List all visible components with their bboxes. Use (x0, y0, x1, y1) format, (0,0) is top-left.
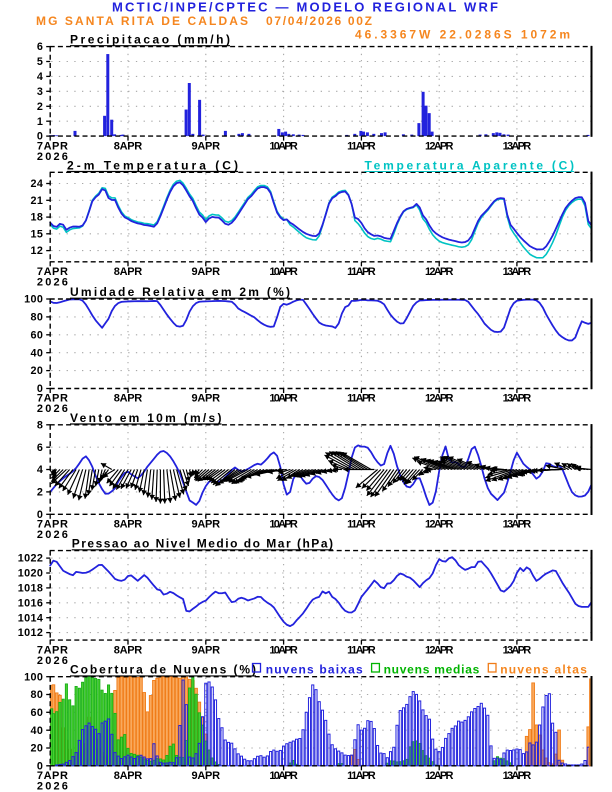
svg-text:10APR: 10APR (269, 393, 298, 405)
svg-text:8APR: 8APR (114, 140, 143, 152)
svg-text:6: 6 (37, 41, 43, 53)
svg-text:9APR: 9APR (192, 393, 221, 405)
svg-text:80: 80 (30, 689, 43, 701)
svg-text:nuvens baixas: nuvens baixas (266, 663, 363, 677)
svg-text:60: 60 (30, 707, 43, 719)
svg-text:2-m Temperatura (C): 2-m Temperatura (C) (67, 158, 238, 172)
svg-text:11APR: 11APR (347, 393, 376, 405)
svg-text:10APR: 10APR (269, 644, 298, 656)
svg-text:8APR: 8APR (114, 393, 143, 405)
svg-text:2: 2 (37, 487, 43, 499)
svg-text:13APR: 13APR (503, 770, 532, 782)
svg-text:20: 20 (30, 365, 43, 377)
svg-text:21: 21 (30, 195, 43, 207)
svg-text:1012: 1012 (18, 627, 43, 639)
svg-text:0: 0 (37, 509, 43, 521)
svg-text:10APR: 10APR (269, 770, 298, 782)
svg-text:7APR: 7APR (37, 140, 68, 152)
svg-text:10APR: 10APR (269, 140, 298, 152)
svg-text:3: 3 (37, 86, 43, 98)
svg-text:1020: 1020 (18, 568, 43, 580)
svg-text:6: 6 (37, 442, 43, 454)
svg-text:9APR: 9APR (192, 140, 221, 152)
svg-text:12APR: 12APR (425, 770, 454, 782)
svg-text:80: 80 (30, 312, 43, 324)
svg-text:20: 20 (30, 743, 43, 755)
svg-text:nuvens medias: nuvens medias (384, 663, 480, 677)
svg-text:9APR: 9APR (192, 519, 221, 531)
svg-text:0: 0 (37, 383, 43, 395)
svg-text:18: 18 (30, 212, 43, 224)
svg-text:13APR: 13APR (503, 644, 532, 656)
svg-text:24: 24 (30, 178, 43, 190)
svg-text:8APR: 8APR (114, 644, 143, 656)
svg-text:8: 8 (37, 419, 43, 431)
svg-text:7APR: 7APR (37, 770, 68, 782)
svg-text:12APR: 12APR (425, 644, 454, 656)
svg-text:9APR: 9APR (192, 770, 221, 782)
svg-text:11APR: 11APR (347, 644, 376, 656)
svg-text:1018: 1018 (18, 583, 43, 595)
svg-text:5: 5 (37, 56, 43, 68)
svg-text:15: 15 (30, 228, 43, 240)
svg-text:4: 4 (37, 464, 43, 476)
svg-text:40: 40 (30, 347, 43, 359)
svg-text:13APR: 13APR (503, 393, 532, 405)
svg-text:1: 1 (37, 116, 43, 128)
svg-text:7APR: 7APR (37, 393, 68, 405)
svg-text:11APR: 11APR (347, 140, 376, 152)
svg-text:40: 40 (30, 725, 43, 737)
svg-text:nuvens altas: nuvens altas (500, 663, 587, 677)
svg-text:12: 12 (30, 245, 43, 257)
svg-text:7APR: 7APR (37, 266, 68, 278)
svg-text:12APR: 12APR (425, 266, 454, 278)
svg-text:0: 0 (37, 760, 43, 772)
svg-text:12APR: 12APR (425, 519, 454, 531)
svg-text:60: 60 (30, 329, 43, 341)
svg-text:1022: 1022 (18, 553, 43, 565)
svg-text:10APR: 10APR (269, 266, 298, 278)
svg-text:4: 4 (37, 71, 43, 83)
svg-text:13APR: 13APR (503, 266, 532, 278)
svg-text:13APR: 13APR (503, 140, 532, 152)
svg-text:7APR: 7APR (37, 644, 68, 656)
svg-text:8APR: 8APR (114, 770, 143, 782)
svg-text:1016: 1016 (18, 597, 43, 609)
svg-text:12APR: 12APR (425, 140, 454, 152)
svg-text:1014: 1014 (18, 612, 43, 624)
svg-text:Pressao ao Nivel Medio do Mar: Pressao ao Nivel Medio do Mar (hPa) (72, 537, 333, 551)
svg-text:11APR: 11APR (347, 519, 376, 531)
svg-text:MG SANTA RITA DE CALDAS: MG SANTA RITA DE CALDAS (36, 14, 248, 28)
svg-text:8APR: 8APR (114, 266, 143, 278)
svg-text:100: 100 (24, 671, 43, 683)
svg-text:Umidade Relativa em 2m (%): Umidade Relativa em 2m (%) (70, 285, 290, 299)
svg-text:100: 100 (24, 294, 43, 306)
svg-text:Cobertura de Nuvens (%): Cobertura de Nuvens (%) (70, 663, 256, 677)
svg-text:MCTIC/INPE/CPTEC — MODELO REGI: MCTIC/INPE/CPTEC — MODELO REGIONAL WRF (112, 0, 498, 15)
svg-text:8APR: 8APR (114, 519, 143, 531)
svg-text:10APR: 10APR (269, 519, 298, 531)
svg-text:2: 2 (37, 101, 43, 113)
svg-text:Precipitacao (mm/h): Precipitacao (mm/h) (70, 33, 230, 47)
svg-text:13APR: 13APR (503, 519, 532, 531)
svg-text:11APR: 11APR (347, 266, 376, 278)
svg-text:7APR: 7APR (37, 519, 68, 531)
svg-text:9APR: 9APR (192, 266, 221, 278)
svg-text:0: 0 (37, 131, 43, 143)
svg-text:12APR: 12APR (425, 393, 454, 405)
svg-text:9APR: 9APR (192, 644, 221, 656)
svg-text:11APR: 11APR (347, 770, 376, 782)
svg-text:07/04/2026 00Z: 07/04/2026 00Z (266, 14, 372, 28)
